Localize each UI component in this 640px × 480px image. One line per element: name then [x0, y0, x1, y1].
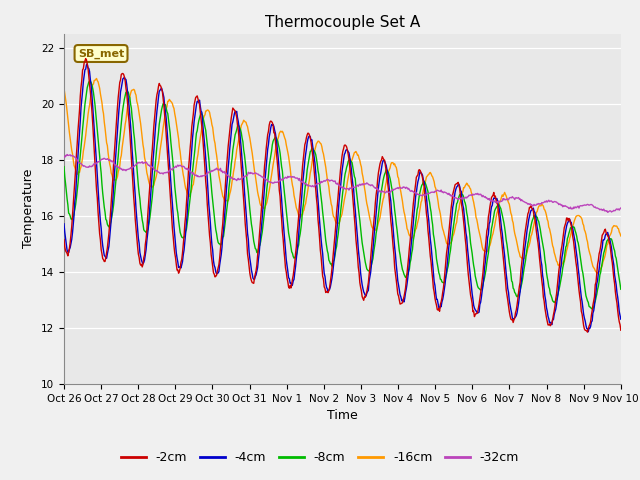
Text: SB_met: SB_met	[78, 48, 124, 59]
Y-axis label: Temperature: Temperature	[22, 169, 35, 249]
Title: Thermocouple Set A: Thermocouple Set A	[265, 15, 420, 30]
Legend: -2cm, -4cm, -8cm, -16cm, -32cm: -2cm, -4cm, -8cm, -16cm, -32cm	[116, 446, 524, 469]
X-axis label: Time: Time	[327, 409, 358, 422]
